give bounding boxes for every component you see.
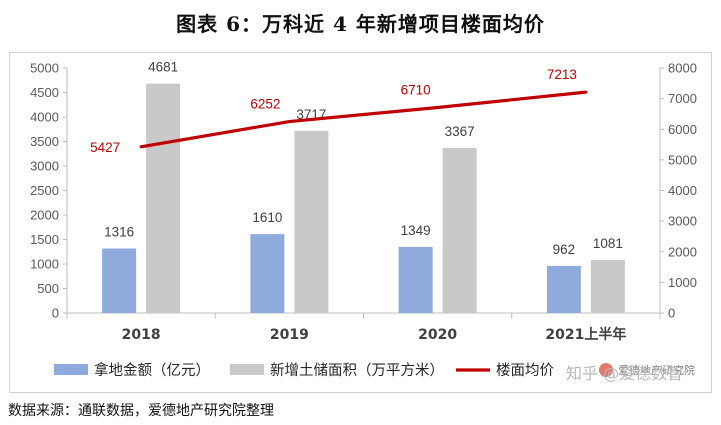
price-point: [139, 145, 143, 149]
x-tick-label: 2018: [122, 327, 161, 343]
y-right-tick-label: 5000: [668, 152, 697, 167]
bar-data-label: 962: [553, 242, 576, 257]
source-note: 数据来源：通联数据，爱德地产研究院整理: [8, 403, 274, 419]
legend-label: 拿地金额（亿元）: [94, 361, 210, 379]
bar-data-label: 1610: [252, 210, 282, 225]
y-right-tick-label: 1000: [668, 275, 697, 290]
legend-label: 新增土储面积（万平方米）: [270, 362, 444, 379]
bar-land-area: [590, 260, 625, 313]
y-right-tick-label: 3000: [668, 214, 697, 229]
bar-land-cost: [398, 246, 433, 313]
y-left-tick-label: 5000: [30, 61, 59, 76]
y-left-tick-label: 2000: [30, 208, 59, 223]
bar-land-cost: [546, 265, 581, 313]
logo-text: 爱德地产研究院: [618, 363, 695, 377]
bar-land-cost: [102, 248, 137, 313]
price-point: [287, 120, 291, 124]
y-left-tick-label: 4000: [30, 110, 59, 125]
y-left-tick-label: 3500: [30, 134, 59, 149]
y-left-tick-label: 0: [52, 306, 59, 321]
figure-title: 图表 6：万科近 4 年新增项目楼面均价: [176, 12, 545, 36]
price-data-label: 6252: [250, 97, 280, 112]
bar-data-label: 1081: [593, 236, 623, 251]
bar-land-area: [294, 130, 329, 313]
bar-data-label: 4681: [148, 60, 178, 75]
bar-land-cost: [250, 234, 285, 313]
y-left-tick-label: 500: [37, 281, 59, 296]
legend-swatch: [54, 364, 88, 375]
x-tick-label: 2019: [270, 327, 309, 343]
y-right-tick-label: 0: [668, 306, 675, 321]
x-tick-label: 2020: [418, 327, 457, 343]
price-line: [140, 90, 587, 149]
bar-data-label: 3367: [445, 124, 475, 139]
chart-frame: 0 500 1000 1500 2000 2500 3000 3500 4000 4500 5000…: [9, 52, 712, 393]
x-tick-label: 2021上半年: [545, 326, 626, 343]
y-left-tick-label: 1500: [30, 232, 59, 247]
chart-svg: 0 500 1000 1500 2000 2500 3000 3500 4000 4500 5000…: [30, 60, 697, 379]
legend-label: 楼面均价: [496, 362, 554, 379]
logo-icon: [599, 363, 613, 377]
bar-data-label: 1349: [401, 223, 431, 238]
price-data-label: 6710: [401, 83, 431, 98]
price-point: [436, 106, 440, 110]
y-right-tick-label: 4000: [668, 183, 697, 198]
y-right-tick-label: 2000: [668, 244, 697, 259]
y-right-tick-label: 7000: [668, 91, 697, 106]
y-right-tick-label: 8000: [668, 61, 697, 76]
bar-land-area: [442, 148, 477, 313]
price-data-label: 7213: [547, 67, 577, 82]
price-point: [584, 90, 588, 94]
price-data-label: 5427: [90, 140, 120, 155]
y-right-tick-label: 6000: [668, 122, 697, 137]
y-left-tick-label: 2500: [30, 183, 59, 198]
legend-swatch: [230, 364, 264, 375]
y-left-tick-label: 1000: [30, 257, 59, 272]
y-left-tick-label: 3000: [30, 159, 59, 174]
watermark-text: 知乎 @爱德数智: [566, 364, 684, 383]
bar-data-label: 1316: [104, 225, 134, 240]
y-left-tick-label: 4500: [30, 85, 59, 100]
bar-land-area: [146, 83, 181, 313]
